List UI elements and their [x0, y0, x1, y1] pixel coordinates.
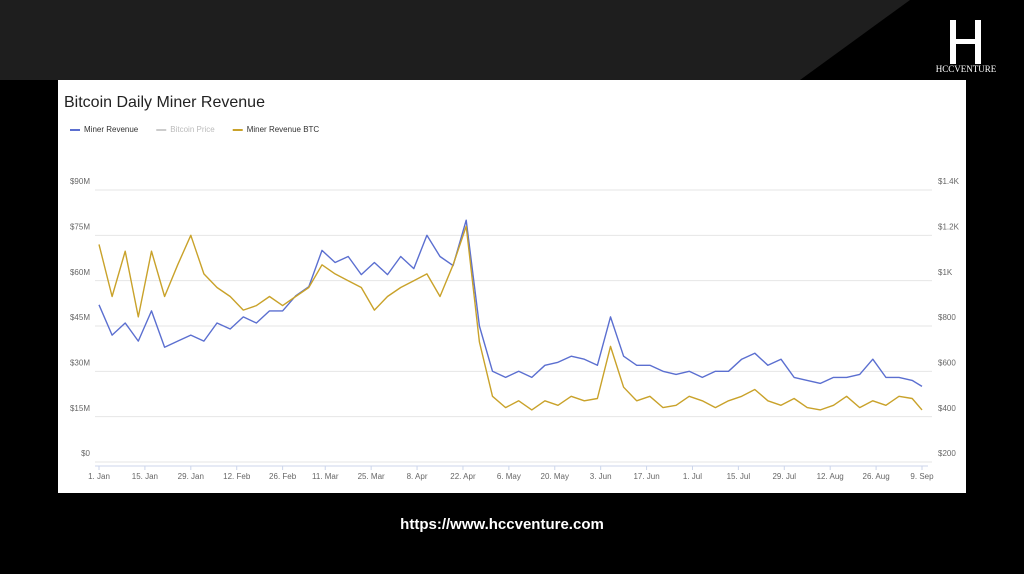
x-tick-label: 15. Jan	[132, 472, 158, 481]
y-tick-label: $45M	[70, 313, 90, 322]
x-tick-label: 17. Jun	[633, 472, 659, 481]
y-tick-label: $15M	[70, 404, 90, 413]
y2-tick-label: $400	[938, 404, 956, 413]
x-tick-label: 8. Apr	[407, 472, 428, 481]
y2-tick-label: $200	[938, 449, 956, 458]
x-tick-label: 12. Feb	[223, 472, 251, 481]
x-tick-label: 29. Jul	[772, 472, 796, 481]
legend-label: Miner Revenue	[84, 125, 139, 134]
y-tick-label: $90M	[70, 177, 90, 186]
brand: HCCVENTURE	[936, 64, 997, 74]
x-tick-label: 11. Mar	[312, 472, 339, 481]
legend-label: Bitcoin Price	[170, 125, 215, 134]
series-line	[98, 225, 923, 411]
y-tick-label: $75M	[70, 222, 90, 231]
y2-tick-label: $1K	[938, 268, 953, 277]
x-tick-label: 25. Mar	[358, 472, 385, 481]
x-tick-label: 26. Feb	[269, 472, 297, 481]
chart-title: Bitcoin Daily Miner Revenue	[64, 94, 265, 111]
plot: $0 $15M $30M $45M $60M $75M $90M $200 $400 $600 $8…	[70, 125, 960, 481]
x-tick-label: 29. Jan	[178, 472, 204, 481]
x-tick-label: 15. Jul	[727, 472, 751, 481]
x-tick-label: 20. May	[541, 472, 569, 481]
x-tick-label: 26. Aug	[863, 472, 890, 481]
x-tick-label: 1. Jan	[88, 472, 110, 481]
x-tick-label: 1. Jul	[683, 472, 702, 481]
chart-card	[58, 80, 966, 493]
y-tick-label: $0	[81, 449, 90, 458]
logo: HCCVENTURE	[936, 20, 997, 74]
y2-tick-label: $600	[938, 358, 956, 367]
x-tick-label: 22. Apr	[450, 472, 476, 481]
y2-tick-label: $800	[938, 313, 956, 322]
x-tick-label: 12. Aug	[817, 472, 844, 481]
legend-label: Miner Revenue BTC	[247, 125, 320, 134]
y2-tick-label: $1.4K	[938, 177, 960, 186]
y-tick-label: $60M	[70, 268, 90, 277]
y-tick-label: $30M	[70, 358, 90, 367]
footer-url: https://www.hccventure.com	[400, 516, 604, 533]
logo-bar	[950, 39, 981, 44]
background-shape	[0, 0, 910, 80]
series-line	[98, 219, 923, 387]
y2-tick-label: $1.2K	[938, 222, 960, 231]
x-tick-label: 6. May	[497, 472, 521, 481]
x-tick-label: 3. Jun	[590, 472, 612, 481]
x-tick-label: 9. Sep	[910, 472, 934, 481]
